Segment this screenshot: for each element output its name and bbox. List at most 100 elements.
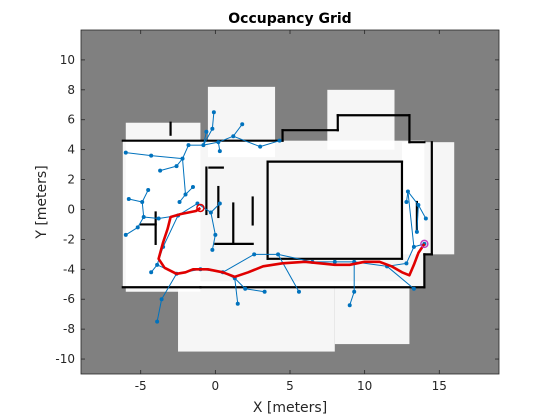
tree-edge <box>202 128 213 146</box>
goal-marker <box>420 239 429 249</box>
tree-node <box>201 143 206 148</box>
tree-node <box>149 153 154 158</box>
tree-node <box>411 244 416 249</box>
tree-node <box>177 200 182 204</box>
tree-node <box>140 200 145 204</box>
tree-edge <box>182 158 186 195</box>
y-tick-label: 8 <box>67 83 75 97</box>
x-axis-label: X [meters] <box>253 400 327 416</box>
y-axis-label: Y [meters] <box>34 165 50 239</box>
tree-edge <box>141 201 145 218</box>
tree-node <box>210 126 215 131</box>
tree-node <box>411 286 416 291</box>
x-tick-label: 15 <box>432 379 447 393</box>
tree-edge <box>349 291 355 306</box>
tree-node <box>416 202 421 207</box>
x-axis-ticks: -5 0 5 10 15 <box>135 30 447 393</box>
tree-node <box>347 303 352 308</box>
tree-edge <box>234 277 246 290</box>
tree-node <box>149 270 154 275</box>
tree-node <box>405 189 410 194</box>
tree-edge <box>233 135 261 148</box>
tree-edge <box>141 189 149 203</box>
free-region <box>178 281 335 352</box>
tree-edge <box>405 246 415 264</box>
tree-edge <box>143 216 159 219</box>
tree-node <box>135 225 140 230</box>
free-region <box>334 281 410 345</box>
tree-edge <box>182 144 189 159</box>
tree-node <box>423 216 428 221</box>
tree-edge <box>162 215 179 248</box>
tree-nodes-layer <box>123 110 428 324</box>
x-tick-label: 0 <box>212 379 220 393</box>
tree-edge <box>211 234 216 250</box>
y-tick-label: -4 <box>63 262 75 276</box>
tree-node <box>213 232 218 237</box>
tree-edge <box>218 135 234 143</box>
tree-edge <box>210 203 221 213</box>
tree-edge <box>211 112 215 129</box>
x-tick-label: 5 <box>286 379 294 393</box>
tree-node <box>155 319 160 324</box>
planned-path <box>157 206 426 279</box>
tree-node <box>186 143 191 148</box>
free-space-layer <box>122 86 455 352</box>
x-tick-label: 10 <box>357 379 372 393</box>
tree-node <box>210 247 215 252</box>
tree-node <box>123 232 128 237</box>
tree-edge <box>156 299 163 322</box>
tree-edge <box>159 165 177 172</box>
tree-edge <box>245 288 265 293</box>
free-region <box>401 142 455 255</box>
tree-edge <box>259 140 280 148</box>
tree-node <box>332 259 337 264</box>
tree-node <box>240 122 245 127</box>
y-tick-label: 2 <box>67 173 75 187</box>
tree-node <box>158 168 163 173</box>
tree-node <box>216 140 221 145</box>
tree-edge <box>416 204 419 232</box>
tree-node <box>208 210 213 215</box>
tree-node <box>217 149 222 154</box>
tree-edge <box>128 198 143 203</box>
start-marker <box>196 203 205 213</box>
tree-node <box>159 297 164 302</box>
tree-node <box>190 185 195 190</box>
y-tick-label: -10 <box>55 352 75 366</box>
plot-area <box>81 30 499 374</box>
tree-node <box>262 289 267 294</box>
x-tick-label: -5 <box>135 379 147 393</box>
tree-node <box>296 289 301 294</box>
y-tick-label: 4 <box>67 143 75 157</box>
tree-node <box>252 252 257 257</box>
tree-edge <box>151 155 183 160</box>
tree-node <box>155 262 160 267</box>
y-tick-label: -8 <box>63 322 75 336</box>
tree-node <box>156 216 161 221</box>
tree-edge <box>386 265 415 290</box>
marker-layer <box>196 203 429 249</box>
tree-node <box>183 192 188 197</box>
y-tick-label: -2 <box>63 232 75 246</box>
tree-edge <box>407 191 419 206</box>
tree-node <box>277 138 282 143</box>
tree-edge <box>137 216 145 228</box>
y-tick-label: -6 <box>63 292 75 306</box>
tree-node <box>404 261 409 266</box>
tree-node <box>243 286 248 291</box>
tree-edge <box>161 273 177 300</box>
tree-node <box>235 301 240 306</box>
tree-node <box>217 201 222 206</box>
path-layer <box>157 206 426 279</box>
y-tick-label: 0 <box>67 202 75 216</box>
tree-node <box>180 156 185 161</box>
tree-edge <box>234 278 239 304</box>
tree-node <box>204 129 209 134</box>
tree-edge <box>210 212 216 236</box>
tree-node <box>141 214 146 219</box>
y-tick-label: 6 <box>67 113 75 127</box>
tree-edge <box>125 152 152 157</box>
wall-layer <box>121 114 433 289</box>
